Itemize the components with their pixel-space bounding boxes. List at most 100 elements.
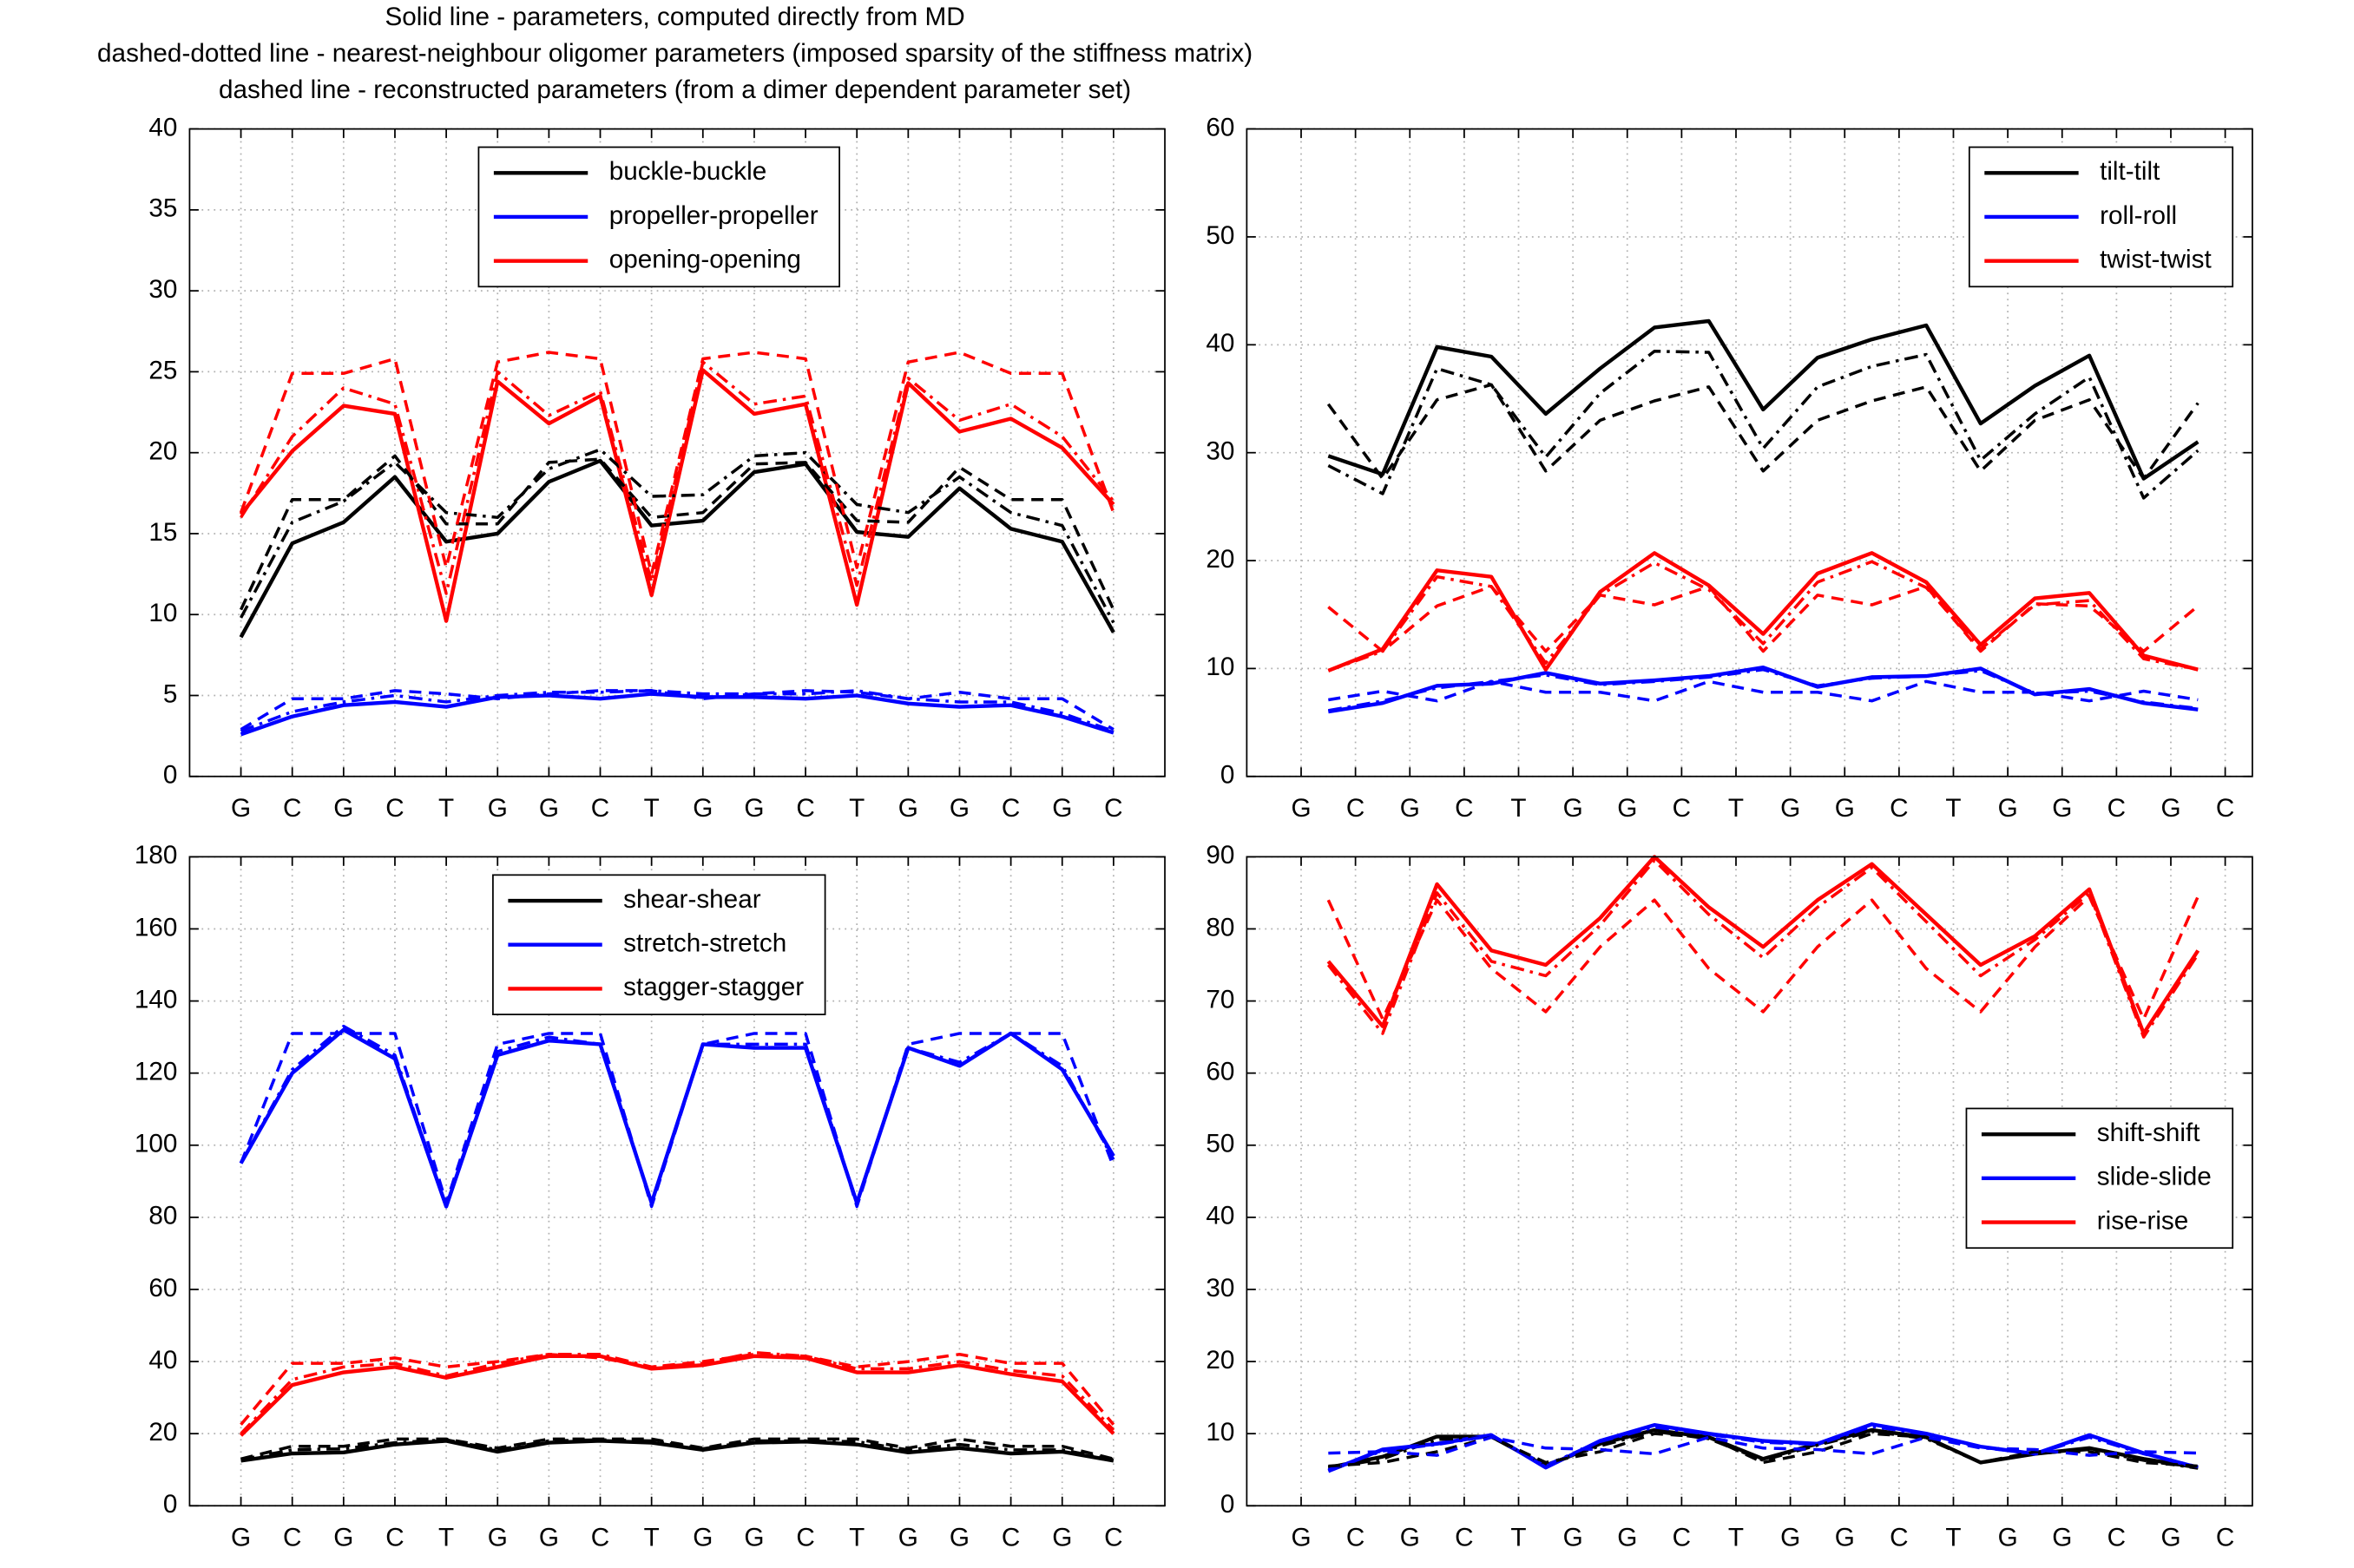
legend-label: propeller-propeller — [609, 201, 819, 230]
legend-label: roll-roll — [2100, 201, 2177, 230]
x-tick-label: C — [1455, 794, 1473, 823]
x-tick-label: G — [744, 794, 764, 823]
x-tick-label: T — [849, 794, 865, 823]
x-tick-label: G — [693, 794, 713, 823]
x-tick-label: T — [1510, 794, 1526, 823]
y-tick-label: 160 — [135, 913, 178, 941]
legend: buckle-buckle propeller-propeller opening-… — [477, 146, 840, 288]
y-tick-label: 60 — [148, 1274, 177, 1302]
x-tick-label: C — [1002, 794, 1020, 823]
subplot: 0 10 20 30 40 50 60 70 80 90 G C G C T G G C T G G C T G G C G Cshi… — [1206, 841, 2253, 1552]
x-tick-label: G — [1052, 794, 1072, 823]
x-tick-label: G — [2160, 794, 2180, 823]
y-tick-label: 10 — [148, 599, 177, 627]
y-tick-label: 30 — [1206, 1274, 1234, 1302]
series-line — [1327, 551, 2199, 672]
x-tick-label: G — [1563, 1524, 1583, 1552]
series-line — [1326, 895, 2199, 1021]
x-tick-label: G — [1835, 1524, 1855, 1552]
y-tick-label: 25 — [148, 356, 177, 384]
y-tick-label: 20 — [1206, 1346, 1234, 1374]
y-tick-label: 80 — [1206, 913, 1234, 941]
y-tick-label: 0 — [163, 1490, 178, 1519]
series-line — [240, 692, 1115, 737]
series-line — [1328, 679, 2199, 703]
x-tick-label: C — [796, 794, 814, 823]
x-tick-label: G — [693, 1524, 713, 1552]
x-tick-label: C — [1890, 794, 1908, 823]
x-tick-label: T — [644, 794, 660, 823]
x-tick-label: T — [644, 1524, 660, 1552]
y-tick-label: 40 — [148, 1346, 177, 1374]
x-tick-label: C — [385, 1524, 404, 1552]
x-tick-label: T — [1728, 1524, 1744, 1552]
x-tick-label: C — [1002, 1524, 1020, 1552]
title-line: Solid line - parameters, computed direct… — [385, 3, 965, 31]
y-tick-label: 50 — [1206, 221, 1234, 250]
x-tick-label: G — [1617, 1524, 1637, 1552]
x-tick-label: C — [1455, 1524, 1473, 1552]
x-tick-label: G — [1780, 794, 1800, 823]
x-tick-label: C — [2107, 794, 2126, 823]
y-tick-label: 140 — [135, 985, 178, 1014]
y-tick-label: 10 — [1206, 1418, 1234, 1447]
legend-label: twist-twist — [2100, 245, 2212, 273]
axes-frame — [188, 856, 1166, 1507]
x-tick-label: C — [1346, 1524, 1364, 1552]
series-line — [1327, 350, 2199, 500]
x-tick-label: G — [744, 1524, 764, 1552]
x-tick-label: G — [1400, 794, 1420, 823]
series-line — [240, 1024, 1115, 1209]
x-tick-label: G — [1291, 1524, 1311, 1552]
x-tick-label: T — [1510, 1524, 1526, 1552]
y-tick-label: 120 — [135, 1058, 178, 1086]
x-tick-label: C — [283, 1524, 301, 1552]
series-line — [240, 689, 1115, 733]
x-tick-label: C — [2216, 794, 2234, 823]
legend-label: shift-shift — [2097, 1119, 2201, 1147]
x-tick-label: G — [231, 794, 251, 823]
y-tick-label: 180 — [135, 841, 178, 869]
y-tick-label: 15 — [148, 518, 177, 547]
y-tick-label: 20 — [148, 437, 177, 466]
x-tick-label: C — [591, 1524, 609, 1552]
legend-label: stagger-stagger — [623, 973, 804, 1001]
x-tick-label: G — [539, 794, 559, 823]
x-tick-label: T — [1945, 794, 1961, 823]
legend-label: stretch-stretch — [623, 929, 786, 958]
x-tick-label: G — [898, 1524, 918, 1552]
x-tick-label: G — [333, 794, 353, 823]
x-tick-label: C — [1673, 794, 1691, 823]
legend: tilt-tilt roll-roll twist-twist — [1968, 146, 2234, 288]
x-tick-label: G — [488, 1524, 508, 1552]
x-tick-label: G — [950, 1524, 970, 1552]
y-tick-label: 40 — [1206, 1202, 1234, 1230]
legend-label: shear-shear — [623, 885, 761, 914]
x-tick-label: G — [2052, 794, 2072, 823]
x-tick-label: C — [591, 794, 609, 823]
axes-frame — [1246, 856, 2253, 1507]
series-line — [239, 458, 1115, 639]
y-tick-label: 70 — [1206, 985, 1234, 1014]
axes-frame — [1246, 128, 2253, 777]
y-tick-label: 90 — [1206, 841, 1234, 869]
y-tick-label: 80 — [148, 1202, 177, 1230]
x-tick-label: G — [231, 1524, 251, 1552]
x-tick-label: C — [1104, 1524, 1122, 1552]
series-line — [1326, 383, 2199, 481]
y-tick-label: 35 — [148, 194, 177, 223]
legend-label: rise-rise — [2097, 1206, 2189, 1235]
x-tick-label: C — [385, 794, 404, 823]
x-tick-label: G — [1563, 794, 1583, 823]
x-tick-label: C — [1104, 794, 1122, 823]
x-tick-label: G — [333, 1524, 353, 1552]
series-line — [240, 1350, 1115, 1435]
x-tick-label: C — [796, 1524, 814, 1552]
y-tick-label: 20 — [1206, 545, 1234, 574]
series-line — [1328, 1435, 2199, 1457]
x-tick-label: C — [2107, 1524, 2126, 1552]
x-tick-label: G — [1835, 794, 1855, 823]
x-tick-label: T — [438, 794, 454, 823]
legend: shift-shift slide-slide rise-rise — [1965, 1107, 2234, 1250]
